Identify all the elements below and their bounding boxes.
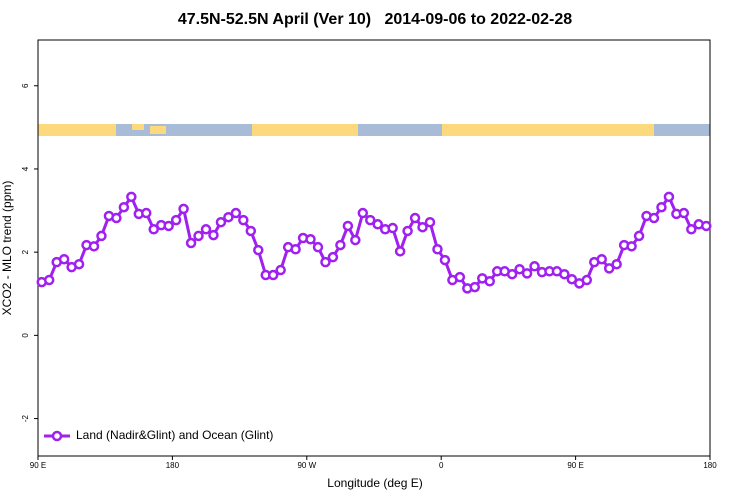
data-point: [141, 207, 152, 219]
data-point: [529, 261, 540, 272]
data-point: [656, 201, 667, 213]
data-point: [185, 237, 197, 249]
data-point: [111, 212, 122, 224]
data-point: [514, 263, 525, 275]
x-tick-label: 90 W: [297, 461, 316, 470]
data-point: [327, 251, 339, 263]
data-point: [73, 258, 85, 270]
data-point: [208, 229, 219, 241]
data-point: [305, 234, 316, 245]
chart-title: 47.5N-52.5N April (Ver 10) 2014-09-06 to…: [178, 11, 572, 28]
data-point: [88, 241, 100, 252]
data-point: [58, 253, 70, 265]
land-ocean-strip: [38, 124, 710, 136]
data-point: [686, 224, 697, 235]
data-point: [170, 214, 182, 226]
data-point: [163, 220, 174, 232]
data-point: [312, 241, 324, 253]
data-point: [200, 224, 212, 235]
data-point: [402, 225, 413, 237]
data-point: [357, 207, 369, 219]
data-point: [439, 254, 451, 266]
y-tick-label: 4: [21, 166, 30, 171]
data-point: [350, 234, 361, 246]
legend-label: Land (Nadir&Glint) and Ocean (Glint): [76, 428, 273, 442]
x-tick-label: 180: [166, 461, 180, 470]
data-point: [432, 243, 443, 255]
data-point: [275, 264, 286, 276]
data-point: [230, 207, 242, 219]
data-point: [215, 216, 227, 228]
legend-marker: [51, 430, 63, 442]
data-point: [320, 256, 331, 268]
y-axis-label: XCO2 - MLO trend (ppm): [0, 181, 14, 316]
data-point: [484, 276, 495, 287]
data-point: [566, 273, 578, 285]
data-point: [424, 216, 436, 228]
data-point: [290, 243, 301, 255]
data-point: [335, 239, 346, 251]
data-point: [245, 225, 257, 237]
data-point: [365, 214, 376, 226]
y-tick-label: 2: [21, 249, 30, 254]
data-point: [663, 191, 675, 203]
data-point: [633, 230, 645, 242]
data-point: [521, 268, 533, 279]
data-point: [454, 271, 466, 283]
data-point: [394, 246, 406, 257]
data-point: [178, 203, 189, 215]
data-point: [409, 212, 421, 224]
data-point: [581, 274, 593, 286]
data-point: [596, 253, 607, 265]
data-point: [223, 211, 234, 223]
data-point: [387, 222, 398, 234]
data-point: [96, 230, 107, 242]
y-tick-label: 6: [21, 83, 30, 88]
data-point: [43, 274, 55, 286]
x-tick-label: 0: [439, 461, 444, 470]
data-point: [193, 230, 204, 242]
data-point: [417, 221, 428, 233]
y-tick-label: 0: [21, 333, 30, 338]
data-point: [342, 220, 354, 232]
data-point: [648, 212, 660, 224]
y-tick-label: -2: [21, 414, 30, 422]
data-point: [626, 241, 637, 252]
x-tick-label: 90 E: [30, 461, 46, 470]
x-tick-label: 90 E: [567, 461, 583, 470]
plot-frame: [37, 39, 711, 457]
data-point: [506, 268, 518, 280]
data-point: [678, 207, 690, 219]
data-point: [253, 244, 264, 256]
data-point: [611, 258, 622, 270]
data-point: [118, 201, 130, 213]
data-point: [603, 263, 615, 274]
x-tick-label: 180: [703, 461, 717, 470]
data-point: [267, 269, 279, 281]
data-point: [126, 191, 137, 203]
data-point: [148, 224, 159, 235]
data-point: [701, 220, 712, 232]
data-point: [372, 219, 383, 230]
data-point: [559, 268, 570, 280]
x-axis-label: Longitude (deg E): [327, 476, 422, 490]
data-point: [469, 281, 481, 293]
data-point: [238, 214, 249, 226]
